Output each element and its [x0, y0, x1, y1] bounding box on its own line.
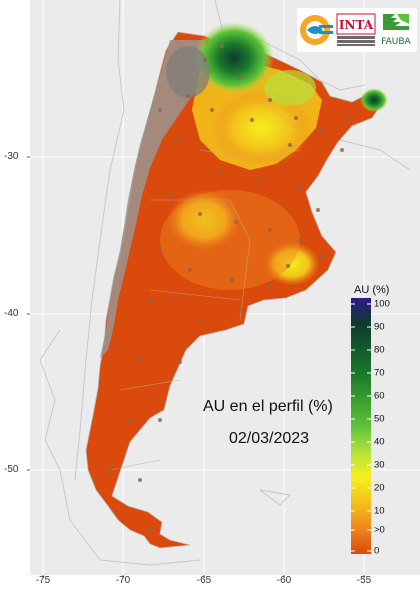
- legend-title: AU (%): [354, 284, 390, 296]
- legend-tick-label: 100: [374, 298, 390, 310]
- x-axis-label: -65: [196, 575, 212, 586]
- map-date: 02/03/2023: [229, 430, 310, 447]
- y-axis-label: -30: [4, 151, 19, 162]
- institution-logos: INTA FAUBA: [297, 8, 417, 52]
- axis-ticks: [27, 156, 365, 578]
- x-axis-label: -70: [115, 575, 131, 586]
- light-orange-zone: [160, 190, 300, 290]
- legend-tick-label: 0: [374, 545, 380, 557]
- province-borders: [109, 99, 301, 471]
- legend-tick-label: 70: [374, 367, 385, 379]
- yellow-spot-east: [264, 242, 320, 286]
- y-axis-label: -40: [4, 308, 19, 319]
- gray-spot-nw: [166, 46, 210, 98]
- legend-tick-label: 60: [374, 390, 385, 402]
- green-spot-north: [194, 22, 274, 94]
- legend-tick-label: 80: [374, 344, 385, 356]
- legend-tick-label: 40: [374, 436, 385, 448]
- legend-tick-label: 10: [374, 505, 385, 517]
- argentina-shape: [85, 31, 384, 549]
- x-axis-label: -55: [356, 575, 372, 586]
- y-axis-label: -50: [4, 464, 19, 475]
- green-spot-corrientes: [360, 88, 388, 112]
- weather-stations: [108, 44, 350, 532]
- legend-ticks: [351, 303, 371, 552]
- logos-graphic: INTA FAUBA: [300, 13, 412, 47]
- neighbor-borders: [39, 0, 411, 566]
- fauba-logo-text: FAUBA: [381, 37, 411, 47]
- x-axis-label: -75: [35, 575, 51, 586]
- legend-tick-label: 20: [374, 482, 385, 494]
- legend-tick-label: >0: [374, 524, 385, 536]
- map-title: AU en el perfil (%): [203, 398, 333, 415]
- green-spot-northeast: [264, 70, 316, 106]
- legend-tick-label: 30: [374, 459, 385, 471]
- x-axis-label: -60: [276, 575, 292, 586]
- yellow-spot-center: [168, 190, 240, 250]
- legend-tick-label: 90: [374, 321, 385, 333]
- yellow-spot-north: [212, 90, 312, 166]
- legend-colorbar: [351, 298, 371, 554]
- legend-tick-label: 50: [374, 413, 385, 425]
- inta-logo-text: INTA: [339, 18, 374, 32]
